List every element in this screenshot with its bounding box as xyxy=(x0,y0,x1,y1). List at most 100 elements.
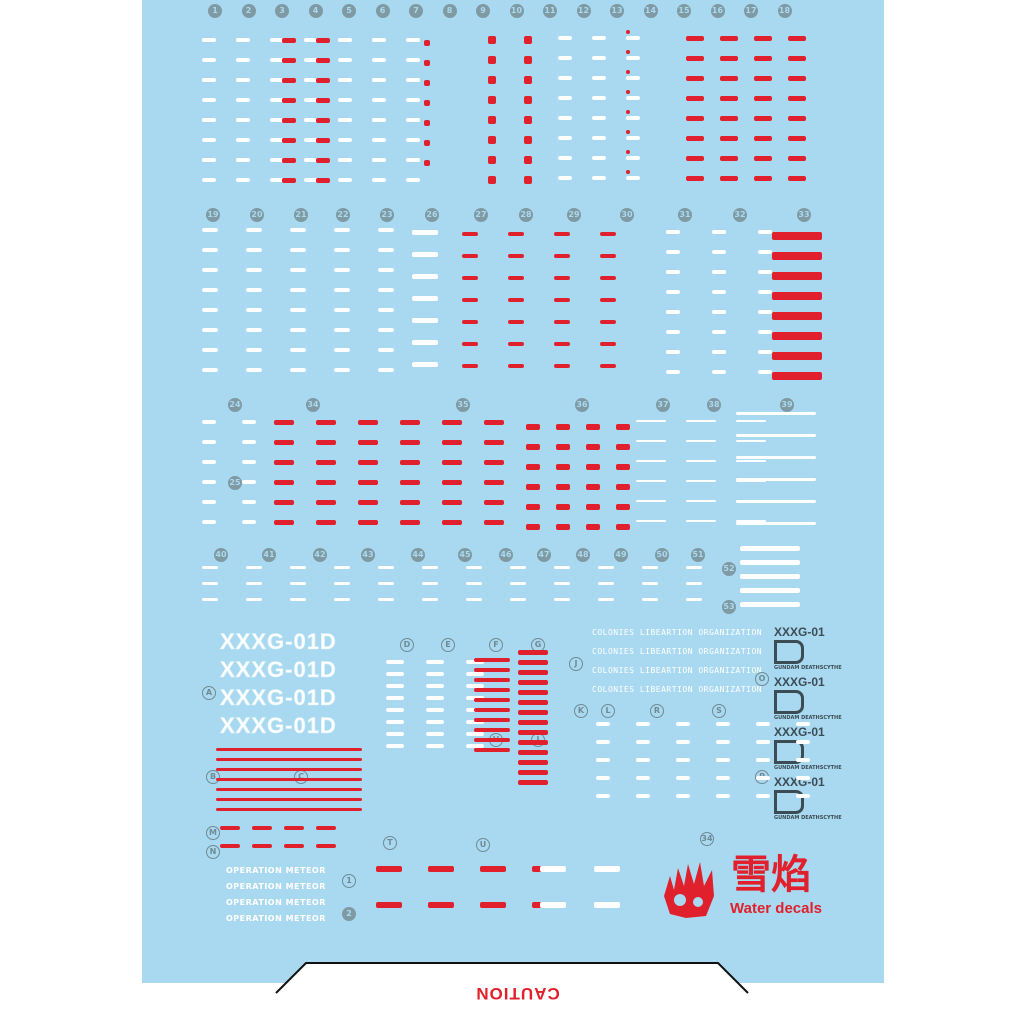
xxxg-01d-decal: XXXG-01D xyxy=(220,629,337,654)
red-decal-mark xyxy=(518,670,548,675)
red-decal-mark xyxy=(474,668,510,672)
marker-10: 10 xyxy=(509,4,524,18)
red-decal-mark xyxy=(462,232,478,236)
red-text-decal xyxy=(216,798,352,801)
brand-english: Water decals xyxy=(730,900,822,917)
red-text-decal xyxy=(216,808,352,811)
red-decal-mark xyxy=(788,76,806,81)
white-decal-mark xyxy=(202,78,216,82)
marker-M: M xyxy=(206,826,220,840)
white-decal-mark xyxy=(334,598,350,601)
xxxg-01d-decal: XXXG-01D xyxy=(220,657,337,682)
red-decal-mark xyxy=(586,484,600,490)
marker-3: 3 xyxy=(275,4,289,18)
red-caution-panel xyxy=(772,292,822,300)
white-decal-mark xyxy=(242,480,256,484)
white-decal-mark xyxy=(236,78,250,82)
white-decal-mark xyxy=(406,38,420,42)
marker-24: 24 xyxy=(228,398,242,412)
white-decal-mark xyxy=(304,58,318,62)
red-decal-mark xyxy=(788,176,806,181)
marker-11: 11 xyxy=(543,4,557,18)
red-decal-mark xyxy=(788,96,806,101)
white-decal-mark xyxy=(338,118,352,122)
red-decal-mark xyxy=(518,650,548,655)
marker-22: 22 xyxy=(336,208,350,222)
white-decal-mark xyxy=(334,248,350,252)
white-decal-mark xyxy=(290,288,306,292)
white-decal-mark xyxy=(756,776,770,780)
white-decal-mark xyxy=(290,228,306,232)
operation-meteor-decal: OPERATION METEOR xyxy=(226,866,326,875)
white-decal-mark xyxy=(558,156,572,160)
white-decal-mark xyxy=(202,118,216,122)
white-decal-mark xyxy=(466,744,484,748)
red-text-decal xyxy=(312,758,362,761)
white-decal-mark xyxy=(338,38,352,42)
deathscythe-emblem: XXXG-01 GUNDAM DEATHSCYTHE xyxy=(774,676,842,724)
marker-51: 51 xyxy=(691,548,705,562)
white-decal-mark xyxy=(636,794,650,798)
red-decal-mark xyxy=(788,156,806,161)
red-decal-mark xyxy=(442,440,462,445)
red-square-decal xyxy=(524,76,532,84)
white-decal-mark xyxy=(270,38,284,42)
red-decal-mark xyxy=(474,748,510,752)
white-decal-mark xyxy=(756,722,770,726)
red-dot-decal xyxy=(424,140,430,146)
white-decal-mark xyxy=(338,78,352,82)
d-emblem-icon xyxy=(774,740,804,764)
red-number-decal xyxy=(480,866,506,872)
red-decal-mark xyxy=(252,844,272,848)
white-decal-mark xyxy=(290,268,306,272)
white-decal-mark xyxy=(202,138,216,142)
red-decal-mark xyxy=(600,232,616,236)
marker-19: 19 xyxy=(206,208,220,222)
white-stripe-decal xyxy=(736,500,816,503)
red-dot-decal xyxy=(626,150,630,154)
white-decal-mark xyxy=(554,598,570,601)
white-decal-mark xyxy=(676,776,690,780)
white-line-decal xyxy=(686,440,716,442)
red-decal-mark xyxy=(788,116,806,121)
red-decal-mark xyxy=(754,36,772,41)
white-panel-decal xyxy=(412,252,438,257)
white-decal-mark xyxy=(758,350,772,354)
white-decal-mark xyxy=(796,740,810,744)
white-decal-mark xyxy=(592,176,606,180)
white-decal-mark xyxy=(246,228,262,232)
white-decal-mark xyxy=(796,722,810,726)
red-text-decal xyxy=(312,798,362,801)
white-decal-mark xyxy=(246,268,262,272)
white-decal-mark xyxy=(372,58,386,62)
red-dot-decal xyxy=(424,80,430,86)
deathscythe-emblem: XXXG-01 GUNDAM DEATHSCYTHE xyxy=(774,725,842,774)
red-decal-mark xyxy=(274,520,294,525)
red-decal-mark xyxy=(754,176,772,181)
red-decal-mark xyxy=(526,424,540,430)
red-decal-mark xyxy=(462,298,478,302)
white-decal-mark xyxy=(386,744,404,748)
white-line-decal xyxy=(636,500,666,502)
red-decal-mark xyxy=(556,424,570,430)
emblem-code: XXXG-01 xyxy=(774,725,825,739)
white-decal-mark xyxy=(554,582,570,585)
red-decal-mark xyxy=(282,98,296,103)
marker-N: N xyxy=(206,845,220,859)
white-number-decal xyxy=(540,902,566,908)
marker-43: 43 xyxy=(361,548,375,562)
colonies-decal: COLONIES LIBEARTION ORGANIZATION xyxy=(592,628,763,637)
red-decal-mark xyxy=(518,720,548,725)
white-decal-mark xyxy=(372,138,386,142)
white-decal-mark xyxy=(202,460,216,464)
marker-R: R xyxy=(650,704,664,718)
red-decal-mark xyxy=(484,440,504,445)
white-decal-mark xyxy=(270,118,284,122)
red-decal-mark xyxy=(316,844,336,848)
red-square-decal xyxy=(524,116,532,124)
marker-L: L xyxy=(601,704,615,718)
red-decal-mark xyxy=(554,320,570,324)
red-decal-mark xyxy=(400,480,420,485)
white-decal-mark xyxy=(676,722,690,726)
white-decal-mark xyxy=(676,758,690,762)
